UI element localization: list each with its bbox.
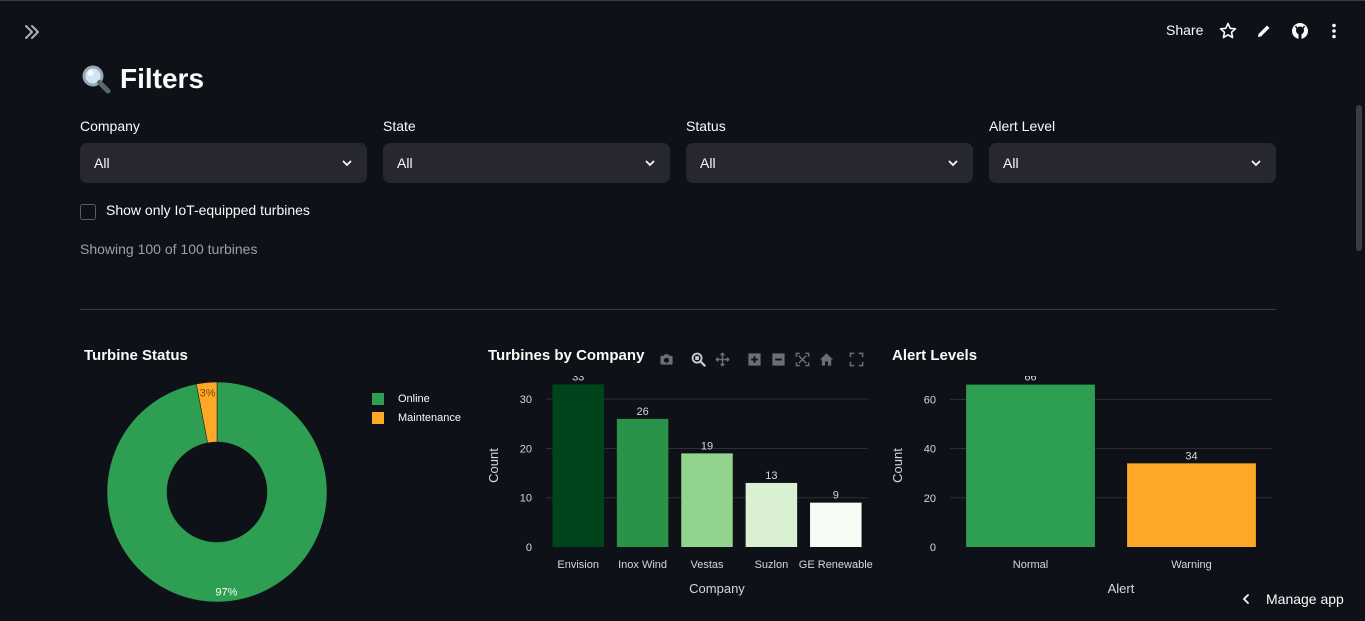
company-xtick-label: Envision bbox=[557, 559, 599, 571]
alert-xtick-label: Warning bbox=[1171, 559, 1212, 571]
alert-level-select-value: All bbox=[1003, 155, 1019, 171]
alert-xaxis-title: Alert bbox=[1108, 581, 1135, 596]
pan-icon[interactable] bbox=[710, 349, 734, 369]
company-bar-suzlon bbox=[745, 482, 798, 547]
iot-checkbox-label[interactable]: Show only IoT-equipped turbines bbox=[106, 202, 310, 218]
legend-item-maintenance[interactable]: Maintenance bbox=[372, 408, 461, 427]
chevron-down-icon bbox=[645, 160, 655, 167]
legend-label-maintenance: Maintenance bbox=[398, 411, 461, 424]
alert-ytick-label: 40 bbox=[924, 444, 936, 456]
star-icon[interactable] bbox=[1218, 21, 1238, 41]
legend-swatch-online bbox=[372, 392, 384, 405]
company-chart-title: Turbines by Company bbox=[488, 347, 645, 364]
share-button[interactable]: Share bbox=[1166, 22, 1204, 38]
zoom-in-icon[interactable] bbox=[742, 349, 766, 369]
github-icon[interactable] bbox=[1290, 21, 1310, 41]
state-select-value: All bbox=[397, 155, 413, 171]
page-title-text: Filters bbox=[120, 63, 205, 94]
company-ytick-label: 20 bbox=[520, 443, 532, 455]
company-bar-envision bbox=[552, 384, 604, 547]
status-select-value: All bbox=[700, 155, 716, 171]
expand-sidebar-button[interactable] bbox=[22, 22, 42, 42]
manage-app-label: Manage app bbox=[1266, 591, 1344, 607]
status-legend: Online Maintenance bbox=[372, 389, 461, 427]
autoscale-icon[interactable] bbox=[790, 349, 814, 369]
alert-level-filter-label: Alert Level bbox=[989, 118, 1056, 134]
camera-icon[interactable] bbox=[654, 349, 678, 369]
company-ytick-label: 30 bbox=[520, 394, 532, 406]
pie-label-online: 97% bbox=[215, 587, 237, 599]
alert-level-select[interactable]: All bbox=[989, 143, 1276, 183]
iot-checkbox[interactable] bbox=[80, 204, 96, 220]
company-data-label: 33 bbox=[572, 376, 584, 383]
company-xaxis-title: Company bbox=[689, 581, 745, 596]
pencil-icon[interactable] bbox=[1254, 21, 1274, 41]
company-select[interactable]: All bbox=[80, 143, 367, 183]
status-select[interactable]: All bbox=[686, 143, 973, 183]
company-bar-vestas bbox=[681, 453, 733, 547]
chevron-down-icon bbox=[1251, 160, 1261, 167]
company-bar-inox-wind bbox=[616, 418, 669, 547]
company-bar-ge-renewable bbox=[810, 502, 862, 547]
zoom-icon[interactable] bbox=[686, 349, 710, 369]
company-xtick-label: Suzlon bbox=[755, 559, 789, 571]
magnifier-icon bbox=[82, 65, 111, 94]
more-vert-icon[interactable] bbox=[1324, 21, 1344, 41]
state-filter-label: State bbox=[383, 118, 416, 134]
company-data-label: 26 bbox=[636, 406, 648, 418]
zoom-out-icon[interactable] bbox=[766, 349, 790, 369]
chevron-down-icon bbox=[948, 160, 958, 167]
status-chart-title: Turbine Status bbox=[84, 347, 188, 364]
fullscreen-icon[interactable] bbox=[844, 349, 868, 369]
state-select[interactable]: All bbox=[383, 143, 670, 183]
company-yaxis-title: Count bbox=[486, 448, 501, 483]
company-xtick-label: Vestas bbox=[690, 559, 724, 571]
alert-chart-title: Alert Levels bbox=[892, 347, 978, 364]
turbine-status-donut-chart: 97% 3% bbox=[106, 381, 328, 603]
status-filter-label: Status bbox=[686, 118, 726, 134]
alert-data-label: 34 bbox=[1185, 450, 1197, 462]
alert-ytick-label: 60 bbox=[924, 394, 936, 406]
company-data-label: 19 bbox=[701, 440, 713, 452]
alert-bar-chart: 0 20 40 60 66 Normal 34 Warning Alert Count bbox=[890, 376, 1272, 596]
company-data-label: 9 bbox=[833, 490, 839, 502]
company-xtick-label: GE Renewable bbox=[799, 559, 873, 571]
scrollbar[interactable] bbox=[1356, 105, 1362, 251]
divider bbox=[80, 309, 1276, 310]
manage-app-button[interactable]: Manage app bbox=[1240, 591, 1344, 607]
double-chevron-right-icon bbox=[25, 25, 39, 39]
legend-swatch-maintenance bbox=[372, 411, 384, 424]
company-bar-chart: 0 10 20 30 33 Envision 26 Inox Wind 19 Vestas 13 Su… bbox=[486, 376, 873, 596]
alert-bar-warning bbox=[1127, 463, 1256, 547]
company-ytick-label: 0 bbox=[526, 542, 532, 554]
pie-label-maintenance: 3% bbox=[200, 387, 216, 399]
alert-xtick-label: Normal bbox=[1013, 559, 1048, 571]
alert-yaxis-title: Count bbox=[890, 448, 905, 483]
company-xtick-label: Inox Wind bbox=[618, 559, 667, 571]
chart-modebar bbox=[654, 349, 868, 369]
alert-ytick-label: 0 bbox=[930, 542, 936, 554]
alert-ytick-label: 20 bbox=[924, 493, 936, 505]
legend-label-online: Online bbox=[398, 392, 430, 405]
company-filter-label: Company bbox=[80, 118, 140, 134]
chevron-down-icon bbox=[342, 160, 352, 167]
turbine-count-caption: Showing 100 of 100 turbines bbox=[80, 241, 258, 257]
pie-slice-maintenance bbox=[196, 381, 218, 444]
chevron-left-icon bbox=[1242, 594, 1249, 604]
company-data-label: 13 bbox=[765, 470, 777, 482]
home-icon[interactable] bbox=[814, 349, 838, 369]
company-ytick-label: 10 bbox=[520, 493, 532, 505]
company-select-value: All bbox=[94, 155, 110, 171]
alert-bar-normal bbox=[966, 384, 1095, 547]
page-title: Filters bbox=[80, 63, 204, 95]
legend-item-online[interactable]: Online bbox=[372, 389, 461, 408]
pie-slice-online bbox=[106, 381, 328, 603]
alert-data-label: 66 bbox=[1024, 376, 1036, 384]
